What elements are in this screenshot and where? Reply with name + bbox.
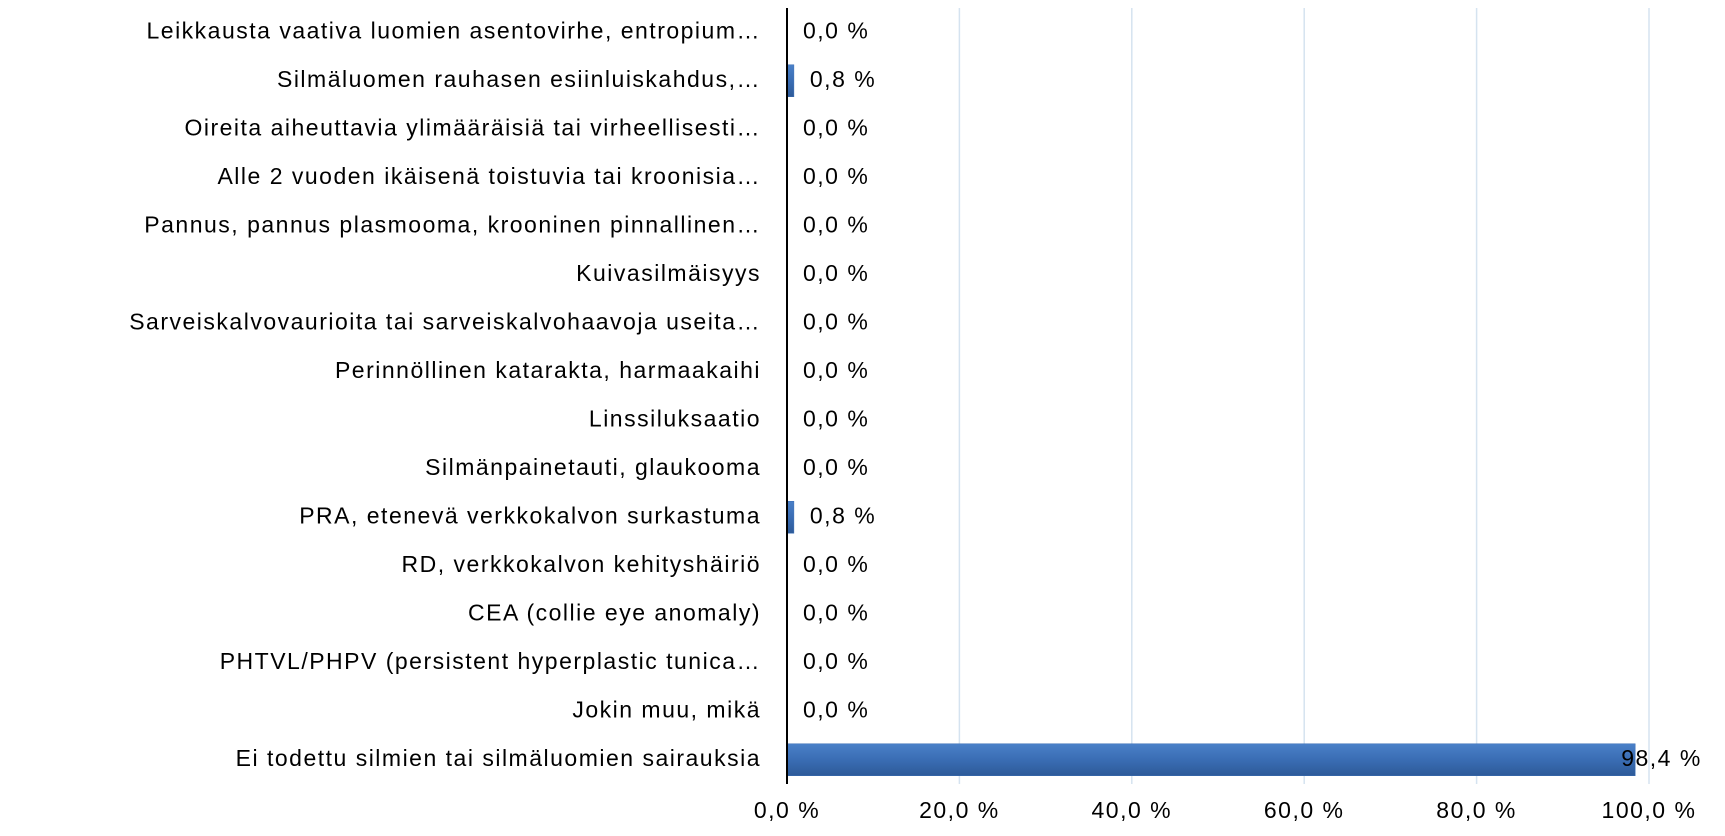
data-label: 0,0 % [803,551,869,577]
data-label: 0,0 % [803,599,869,625]
data-label: 0,0 % [803,260,869,286]
y-tick-label: Ei todettu silmien tai silmäluomien sair… [236,745,761,771]
bar [786,64,795,97]
y-tick-label: Jokin muu, mikä [572,696,761,722]
y-tick-label: Kuivasilmäisyys [576,260,761,286]
data-label: 98,4 % [1621,745,1702,771]
y-tick-label: RD, verkkokalvon kehityshäiriö [402,551,761,577]
data-label: 0,0 % [803,308,869,334]
data-label: 0,8 % [810,502,876,528]
bar [786,743,1636,776]
data-label: 0,0 % [803,648,869,674]
y-tick-label: Alle 2 vuoden ikäisenä toistuvia tai kro… [217,163,761,189]
x-tick-label: 20,0 % [919,797,1000,823]
data-label: 0,0 % [803,696,869,722]
x-tick-label: 60,0 % [1264,797,1345,823]
data-label: 0,0 % [803,357,869,383]
y-tick-label: Pannus, pannus plasmooma, krooninen pinn… [144,211,761,237]
y-tick-label: Leikkausta vaativa luomien asentovirhe, … [146,17,761,43]
data-label: 0,0 % [803,211,869,237]
data-label: 0,0 % [803,163,869,189]
y-tick-label: Oireita aiheuttavia ylimääräisiä tai vir… [184,114,761,140]
x-tick-label: 0,0 % [754,797,820,823]
x-tick-label: 40,0 % [1091,797,1172,823]
y-tick-label: Silmänpainetauti, glaukooma [425,454,761,480]
data-label: 0,0 % [803,405,869,431]
bar [786,501,795,534]
data-label: 0,0 % [803,454,869,480]
y-tick-label: Linssiluksaatio [589,405,761,431]
y-tick-label: Silmäluomen rauhasen esiinluiskahdus,… [277,66,761,92]
y-tick-label: Perinnöllinen katarakta, harmaakaihi [335,357,761,383]
x-tick-label: 80,0 % [1436,797,1517,823]
y-tick-label: Sarveiskalvovaurioita tai sarveiskalvoha… [129,308,761,334]
y-tick-label: PRA, etenevä verkkokalvon surkastuma [299,502,761,528]
data-label: 0,0 % [803,17,869,43]
y-tick-label: CEA (collie eye anomaly) [468,599,761,625]
x-tick-label: 100,0 % [1602,797,1697,823]
data-label: 0,8 % [810,66,876,92]
y-tick-label: PHTVL/PHPV (persistent hyperplastic tuni… [220,648,761,674]
data-label: 0,0 % [803,114,869,140]
